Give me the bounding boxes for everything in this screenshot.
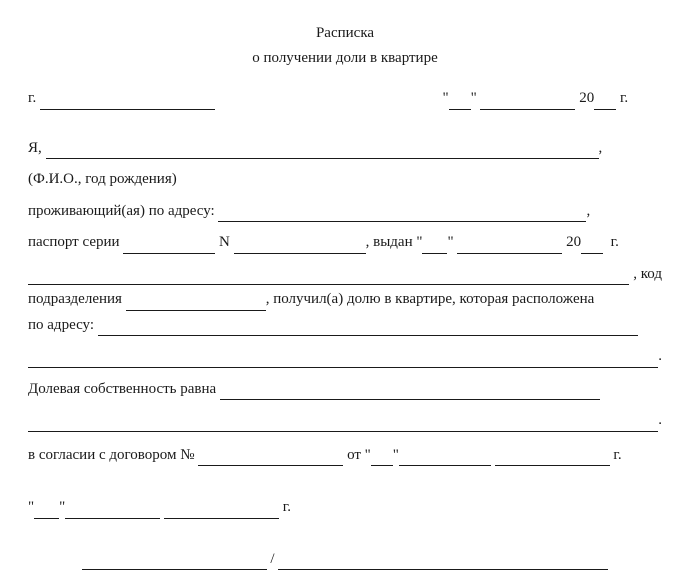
year-suffix-2: г. <box>611 234 619 250</box>
city-date-row: г. "" 20 г. <box>28 87 662 110</box>
apartment-address-blank-2[interactable] <box>28 351 658 368</box>
fio-blank[interactable] <box>46 142 599 159</box>
share-2: . <box>28 409 662 432</box>
signature-row: / <box>28 548 662 570</box>
issuer-line: , код <box>28 263 662 286</box>
year20-2: 20 <box>566 234 581 250</box>
passport-series-blank[interactable] <box>123 237 215 254</box>
share-row: Долевая собственность равна <box>28 378 662 401</box>
apartment-address-row: по адресу: <box>28 314 662 337</box>
period-1: . <box>658 345 662 368</box>
bottom-month-blank[interactable] <box>65 502 160 519</box>
comma-1: , <box>599 140 603 156</box>
podr-label: подразделения <box>28 291 122 307</box>
quote-close: " <box>471 90 477 106</box>
bottom-year-blank[interactable] <box>164 502 279 519</box>
i-row: Я, , <box>28 137 662 160</box>
year-suffix-3: г. <box>613 447 621 463</box>
year20-1: 20 <box>579 90 594 106</box>
agr-year-blank[interactable] <box>495 449 610 466</box>
resident-label: проживающий(ая) по адресу: <box>28 203 215 219</box>
ot-label: от <box>347 447 365 463</box>
yy-blank[interactable] <box>594 93 616 110</box>
bottom-day-blank[interactable] <box>34 502 59 519</box>
share-label: Долевая собственность равна <box>28 381 216 397</box>
agr-month-blank[interactable] <box>399 449 491 466</box>
month-blank[interactable] <box>480 93 575 110</box>
issuer-blank[interactable] <box>28 268 629 285</box>
bottom-date-row: "" г. <box>28 496 662 519</box>
year-suffix-1: г. <box>620 90 628 106</box>
i-label: Я, <box>28 140 42 156</box>
address-row: проживающий(ая) по адресу: , <box>28 200 662 223</box>
city-prefix: г. <box>28 90 36 106</box>
kod-label: , код <box>629 263 662 286</box>
address-blank[interactable] <box>218 205 586 222</box>
doc-title: Расписка <box>28 22 662 45</box>
issued-yy-blank[interactable] <box>581 237 603 254</box>
slash: / <box>270 551 274 567</box>
doc-subtitle: о получении доли в квартире <box>28 47 662 70</box>
day-blank[interactable] <box>449 93 471 110</box>
fio-note: (Ф.И.О., год рождения) <box>28 168 662 191</box>
at-addr-label: по адресу: <box>28 317 94 333</box>
agreement-no-blank[interactable] <box>198 449 343 466</box>
passport-row: паспорт серии N , выдан "" 20 г. <box>28 231 662 254</box>
passport-n-blank[interactable] <box>234 237 366 254</box>
apartment-address-blank[interactable] <box>98 319 638 336</box>
passport-n-label: N <box>219 234 230 250</box>
city-blank[interactable] <box>40 93 215 110</box>
year-suffix-4: г. <box>283 499 291 515</box>
podr-blank[interactable] <box>126 294 266 311</box>
passport-series-label: паспорт серии <box>28 234 120 250</box>
issued-day-blank[interactable] <box>422 237 447 254</box>
apartment-address-2: . <box>28 345 662 368</box>
issued-label: , выдан <box>366 234 417 250</box>
agreement-row: в согласии с договором № от "" г. <box>28 444 662 467</box>
quote-close-2: " <box>447 234 453 250</box>
share-blank-2[interactable] <box>28 415 658 432</box>
agr-day-blank[interactable] <box>371 449 393 466</box>
share-blank[interactable] <box>220 383 600 400</box>
issued-month-blank[interactable] <box>457 237 562 254</box>
agreement-label: в согласии с договором № <box>28 447 195 463</box>
comma-2: , <box>586 203 590 219</box>
podr-row: подразделения , получил(а) долю в кварти… <box>28 288 662 311</box>
received-label: , получил(а) долю в квартире, которая ра… <box>266 291 595 307</box>
period-2: . <box>658 409 662 432</box>
